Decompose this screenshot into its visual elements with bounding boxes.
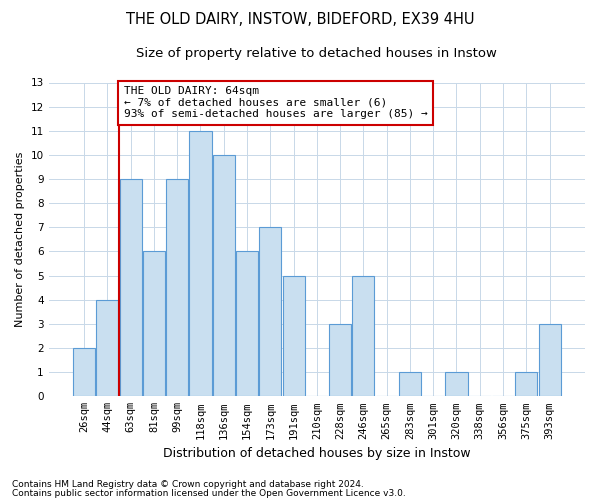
- Bar: [515, 372, 538, 396]
- Text: Contains public sector information licensed under the Open Government Licence v3: Contains public sector information licen…: [12, 488, 406, 498]
- Title: Size of property relative to detached houses in Instow: Size of property relative to detached ho…: [136, 48, 497, 60]
- Bar: [539, 324, 560, 396]
- Bar: [236, 252, 258, 396]
- Bar: [97, 300, 118, 396]
- Y-axis label: Number of detached properties: Number of detached properties: [15, 152, 25, 327]
- Bar: [119, 179, 142, 396]
- Text: THE OLD DAIRY, INSTOW, BIDEFORD, EX39 4HU: THE OLD DAIRY, INSTOW, BIDEFORD, EX39 4H…: [126, 12, 474, 28]
- Bar: [399, 372, 421, 396]
- Bar: [166, 179, 188, 396]
- Bar: [352, 276, 374, 396]
- Bar: [283, 276, 305, 396]
- Bar: [259, 228, 281, 396]
- X-axis label: Distribution of detached houses by size in Instow: Distribution of detached houses by size …: [163, 447, 470, 460]
- Text: THE OLD DAIRY: 64sqm
← 7% of detached houses are smaller (6)
93% of semi-detache: THE OLD DAIRY: 64sqm ← 7% of detached ho…: [124, 86, 427, 120]
- Bar: [73, 348, 95, 397]
- Bar: [212, 155, 235, 396]
- Bar: [143, 252, 165, 396]
- Bar: [329, 324, 351, 396]
- Text: Contains HM Land Registry data © Crown copyright and database right 2024.: Contains HM Land Registry data © Crown c…: [12, 480, 364, 489]
- Bar: [445, 372, 467, 396]
- Bar: [190, 131, 212, 396]
